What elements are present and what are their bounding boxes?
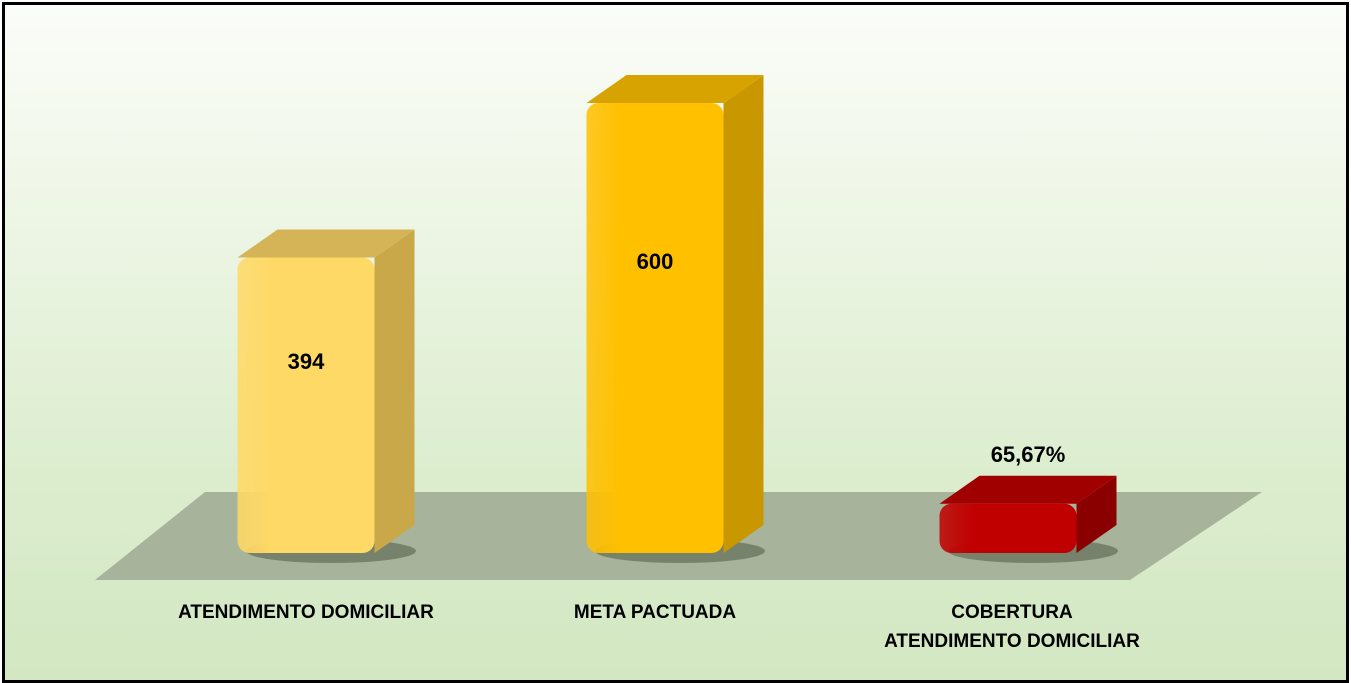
category-label: META PACTUADA bbox=[573, 602, 737, 623]
bar-top bbox=[939, 475, 1117, 504]
bar bbox=[939, 503, 1077, 553]
bar-side bbox=[374, 229, 415, 553]
bar bbox=[586, 103, 724, 553]
bar-side bbox=[723, 75, 764, 553]
bar bbox=[237, 257, 375, 553]
data-label: 600 bbox=[636, 248, 674, 274]
bar-top bbox=[237, 229, 415, 258]
category-label: ATENDIMENTO DOMICILIAR bbox=[178, 602, 434, 623]
data-label: 65,67% bbox=[990, 441, 1066, 467]
bar-top bbox=[586, 75, 764, 103]
bar-side bbox=[1076, 475, 1117, 553]
category-label: COBERTURA ATENDIMENTO DOMICILIAR bbox=[884, 602, 1140, 652]
data-label: 394 bbox=[287, 348, 325, 374]
